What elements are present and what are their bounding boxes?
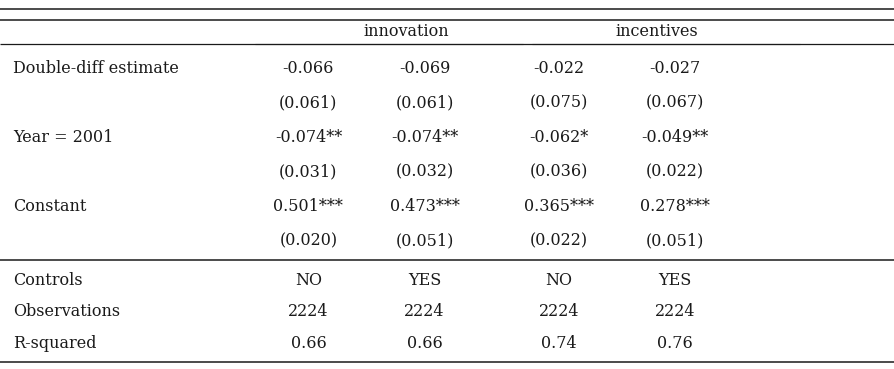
Text: -0.049**: -0.049**: [641, 129, 709, 146]
Text: (0.075): (0.075): [529, 95, 588, 112]
Text: (0.020): (0.020): [279, 233, 338, 250]
Text: 2224: 2224: [654, 303, 696, 320]
Text: (0.032): (0.032): [395, 164, 454, 181]
Text: -0.074**: -0.074**: [274, 129, 342, 146]
Text: 2224: 2224: [538, 303, 579, 320]
Text: YES: YES: [408, 272, 442, 289]
Text: 0.501***: 0.501***: [274, 198, 343, 215]
Text: Year = 2001: Year = 2001: [13, 129, 114, 146]
Text: Controls: Controls: [13, 272, 83, 289]
Text: R-squared: R-squared: [13, 335, 97, 352]
Text: -0.062*: -0.062*: [529, 129, 588, 146]
Text: incentives: incentives: [616, 23, 698, 40]
Text: NO: NO: [295, 272, 322, 289]
Text: -0.074**: -0.074**: [391, 129, 459, 146]
Text: (0.067): (0.067): [645, 95, 704, 112]
Text: (0.051): (0.051): [395, 233, 454, 250]
Text: 2224: 2224: [288, 303, 329, 320]
Text: 0.66: 0.66: [407, 335, 443, 352]
Text: -0.066: -0.066: [283, 60, 334, 77]
Text: Constant: Constant: [13, 198, 87, 215]
Text: -0.069: -0.069: [399, 60, 451, 77]
Text: 0.365***: 0.365***: [524, 198, 594, 215]
Text: 0.278***: 0.278***: [640, 198, 710, 215]
Text: (0.031): (0.031): [279, 164, 338, 181]
Text: 0.473***: 0.473***: [390, 198, 460, 215]
Text: Double-diff estimate: Double-diff estimate: [13, 60, 180, 77]
Text: (0.022): (0.022): [529, 233, 588, 250]
Text: (0.022): (0.022): [645, 164, 704, 181]
Text: (0.036): (0.036): [529, 164, 588, 181]
Text: (0.061): (0.061): [279, 95, 338, 112]
Text: 0.76: 0.76: [657, 335, 693, 352]
Text: YES: YES: [658, 272, 692, 289]
Text: (0.051): (0.051): [645, 233, 704, 250]
Text: (0.061): (0.061): [395, 95, 454, 112]
Text: NO: NO: [545, 272, 572, 289]
Text: 0.74: 0.74: [541, 335, 577, 352]
Text: -0.022: -0.022: [533, 60, 585, 77]
Text: Observations: Observations: [13, 303, 121, 320]
Text: innovation: innovation: [364, 23, 450, 40]
Text: 2224: 2224: [404, 303, 445, 320]
Text: 0.66: 0.66: [291, 335, 326, 352]
Text: -0.027: -0.027: [649, 60, 701, 77]
